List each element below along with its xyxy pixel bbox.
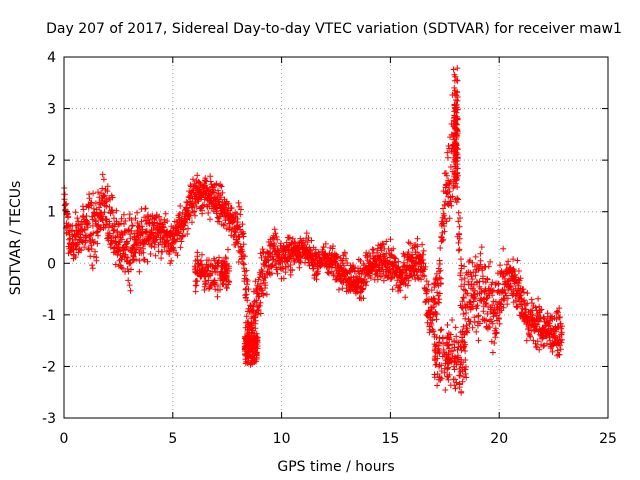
- y-tick-label: 2: [47, 153, 56, 169]
- y-tick-label: -3: [42, 411, 56, 427]
- y-tick-label: 3: [47, 102, 56, 118]
- x-tick-label: 5: [168, 431, 177, 447]
- y-tick-label: 0: [47, 256, 56, 272]
- y-tick-label: 4: [47, 50, 56, 66]
- x-axis-label: GPS time / hours: [277, 459, 394, 475]
- plot-frame: [63, 56, 609, 419]
- x-tick-label: 15: [381, 431, 399, 447]
- x-tick-label: 20: [490, 431, 508, 447]
- y-axis-label: SDTVAR / TECUs: [8, 181, 24, 296]
- x-tick-label: 10: [273, 431, 291, 447]
- chart-title: Day 207 of 2017, Sidereal Day-to-day VTE…: [46, 21, 622, 37]
- y-tick-label: -1: [42, 308, 56, 324]
- x-tick-label: 25: [599, 431, 617, 447]
- y-tick-label: 1: [47, 205, 56, 221]
- tick-labels: 0 5 10 15 20 25 -3 -2 -1 0 1 2 3 4: [42, 50, 617, 447]
- axis-ticks: [63, 56, 609, 419]
- x-tick-label: 0: [60, 431, 69, 447]
- y-tick-label: -2: [42, 359, 56, 375]
